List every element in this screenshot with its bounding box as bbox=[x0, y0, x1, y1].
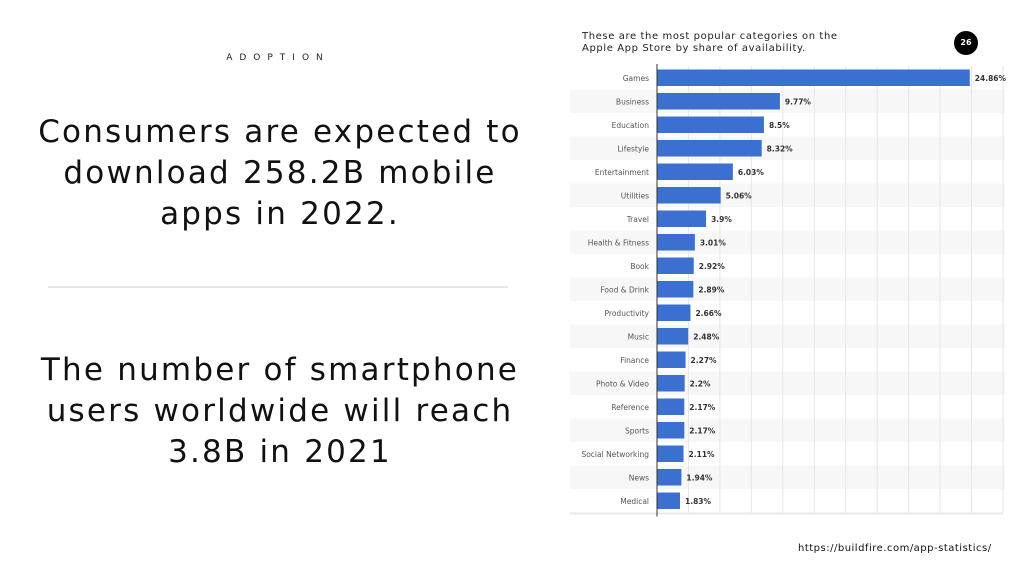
category-label: Finance bbox=[620, 356, 649, 365]
bar-finance bbox=[657, 351, 686, 368]
bar-news bbox=[657, 469, 682, 486]
data-label: 9.77% bbox=[785, 97, 812, 106]
data-label: 8.5% bbox=[769, 121, 790, 130]
category-label: Food & Drink bbox=[600, 285, 649, 294]
category-label: Photo & Video bbox=[596, 379, 649, 388]
category-label: Travel bbox=[626, 215, 649, 224]
category-label: Entertainment bbox=[595, 168, 649, 177]
data-label: 2.89% bbox=[698, 285, 725, 294]
data-label: 6.03% bbox=[738, 168, 765, 177]
category-label: Games bbox=[623, 74, 649, 83]
bar-health-fitness bbox=[657, 234, 695, 251]
data-label: 2.11% bbox=[689, 450, 716, 459]
data-label: 2.27% bbox=[691, 356, 718, 365]
bar-productivity bbox=[657, 304, 691, 321]
category-label: Social Networking bbox=[581, 450, 649, 459]
data-label: 3.01% bbox=[700, 238, 727, 247]
source-link[interactable]: https://buildfire.com/app-statistics/ bbox=[798, 543, 992, 554]
data-label: 1.94% bbox=[686, 473, 713, 482]
category-label: News bbox=[629, 473, 649, 482]
bar-book bbox=[657, 257, 694, 274]
category-label: Health & Fitness bbox=[588, 238, 649, 247]
headline-downloads: Consumers are expected to download 258.2… bbox=[38, 114, 522, 232]
category-label: Book bbox=[630, 262, 649, 271]
bar-music bbox=[657, 328, 689, 345]
category-label: Education bbox=[612, 121, 650, 130]
bar-food-drink bbox=[657, 281, 694, 298]
data-label: 2.17% bbox=[689, 403, 716, 412]
bar-sports bbox=[657, 422, 685, 439]
category-label: Utilities bbox=[621, 191, 649, 200]
data-label: 2.48% bbox=[693, 332, 720, 341]
bar-business bbox=[657, 93, 780, 110]
bar-utilities bbox=[657, 187, 721, 204]
data-label: 2.66% bbox=[695, 309, 722, 318]
data-label: 5.06% bbox=[726, 191, 753, 200]
bar-social-networking bbox=[657, 445, 684, 462]
category-label: Reference bbox=[611, 403, 649, 412]
headline-smartphone-users: The number of smartphone users worldwide… bbox=[40, 352, 520, 470]
bar-entertainment bbox=[657, 163, 733, 180]
data-label: 3.9% bbox=[711, 215, 732, 224]
bar-chart: Games 24.86% Business 9.77% Education 8.5% Lif… bbox=[570, 64, 1007, 517]
category-label: Music bbox=[628, 332, 649, 341]
data-label: 2.2% bbox=[690, 379, 711, 388]
page-number-badge: 26 bbox=[954, 31, 978, 55]
bar-medical bbox=[657, 492, 681, 509]
data-label: 2.17% bbox=[689, 426, 716, 435]
data-label: 24.86% bbox=[975, 74, 1007, 83]
data-label: 2.92% bbox=[699, 262, 726, 271]
data-label: 1.83% bbox=[685, 497, 712, 506]
chart-title: These are the most popular categories on… bbox=[582, 31, 862, 55]
category-label: Medical bbox=[620, 497, 649, 506]
divider bbox=[48, 286, 508, 288]
bar-travel bbox=[657, 210, 707, 227]
data-label: 8.32% bbox=[767, 144, 794, 153]
category-label: Business bbox=[616, 97, 649, 106]
bar-education bbox=[657, 116, 764, 133]
bar-games bbox=[657, 69, 970, 86]
bar-photo-video bbox=[657, 375, 685, 392]
section-eyebrow: ADOPTION bbox=[226, 53, 330, 63]
category-label: Sports bbox=[625, 426, 649, 435]
bar-reference bbox=[657, 398, 685, 415]
category-label: Lifestyle bbox=[617, 144, 649, 153]
chart-title-text: These are the most popular categories on… bbox=[582, 31, 838, 54]
category-label: Productivity bbox=[605, 309, 650, 318]
bar-lifestyle bbox=[657, 140, 762, 157]
